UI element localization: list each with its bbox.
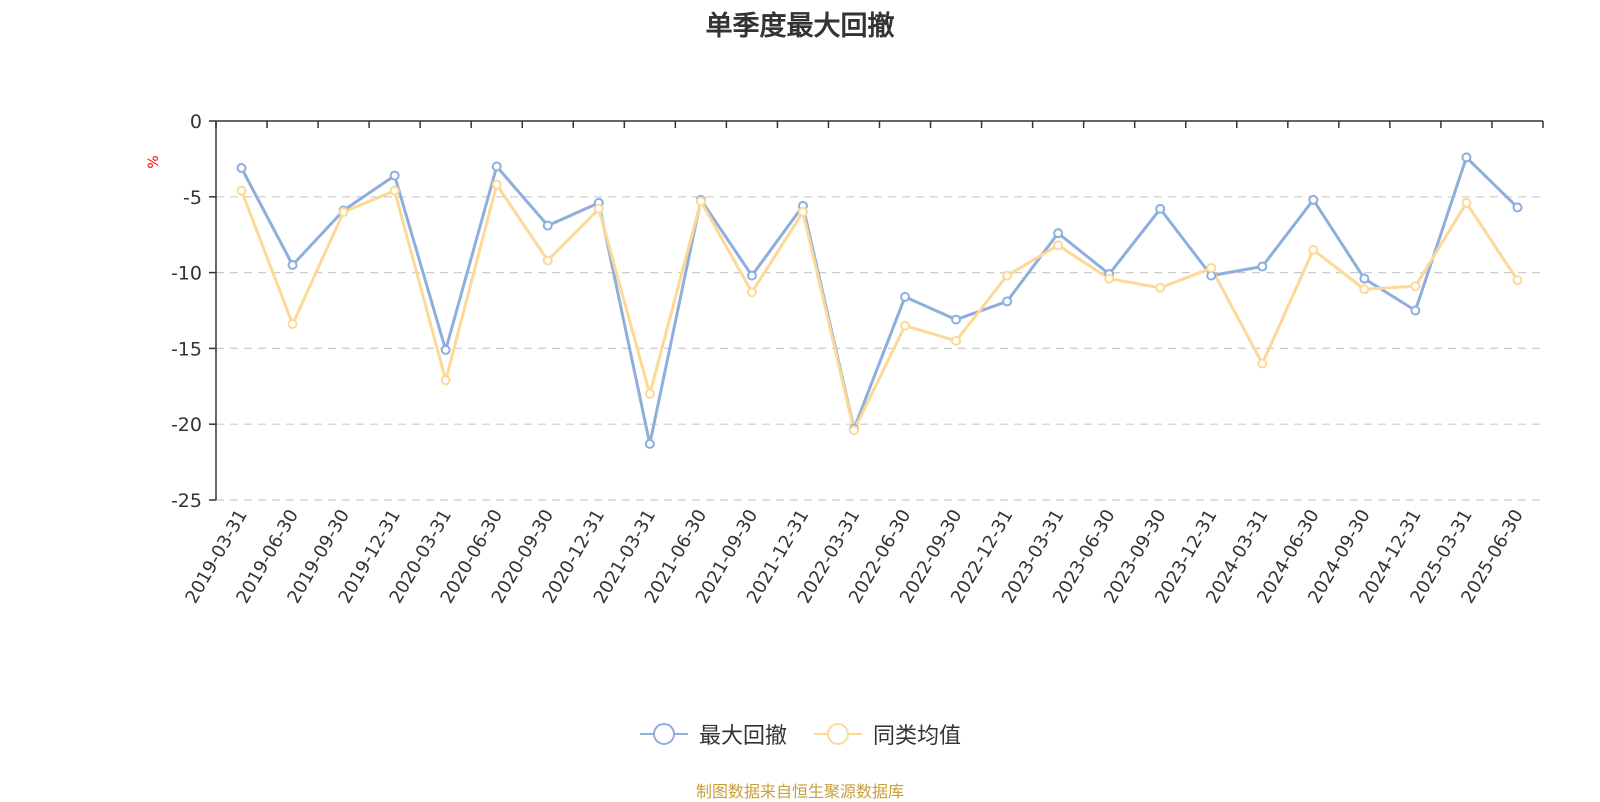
legend-item-1[interactable]: 同类均值	[813, 718, 961, 750]
y-tick-label: -20	[171, 414, 202, 436]
y-tick-label: -10	[171, 263, 202, 285]
data-point[interactable]	[1410, 281, 1421, 292]
data-point[interactable]	[746, 270, 757, 281]
data-point[interactable]	[695, 196, 706, 207]
legend: 最大回撤 同类均值	[0, 718, 1600, 750]
data-point[interactable]	[1410, 305, 1421, 316]
data-point[interactable]	[1461, 197, 1472, 208]
data-point[interactable]	[1257, 261, 1268, 272]
data-point[interactable]	[1359, 284, 1370, 295]
data-point[interactable]	[1002, 296, 1013, 307]
data-point[interactable]	[951, 335, 962, 346]
data-point[interactable]	[1461, 152, 1472, 163]
source-note: 制图数据来自恒生聚源数据库	[695, 782, 904, 801]
data-point[interactable]	[644, 388, 655, 399]
legend-marker-icon	[814, 723, 862, 745]
legend-item-0[interactable]: 最大回撤	[639, 718, 787, 750]
data-point[interactable]	[1512, 275, 1523, 286]
data-point[interactable]	[338, 206, 349, 217]
legend-label: 最大回撤	[698, 724, 787, 749]
data-point[interactable]	[797, 206, 808, 217]
data-point[interactable]	[236, 162, 247, 173]
data-point[interactable]	[593, 203, 604, 214]
data-point[interactable]	[951, 314, 962, 325]
axis-layer: 0-5-10-15-20-25%2019-03-312019-06-302019…	[146, 111, 1544, 607]
data-point[interactable]	[1155, 282, 1166, 293]
y-tick-label: -15	[171, 338, 202, 360]
y-tick-label: -5	[183, 187, 202, 209]
data-point[interactable]	[287, 260, 298, 271]
data-point[interactable]	[542, 255, 553, 266]
data-point[interactable]	[440, 344, 451, 355]
data-point[interactable]	[1206, 263, 1217, 274]
data-point[interactable]	[491, 179, 502, 190]
series-layer	[236, 152, 1523, 449]
data-point[interactable]	[900, 320, 911, 331]
series-line-0	[240, 155, 1519, 446]
data-point[interactable]	[542, 220, 553, 231]
y-tick-label: -25	[171, 490, 202, 512]
data-point[interactable]	[1002, 270, 1013, 281]
data-point[interactable]	[389, 185, 400, 196]
data-point[interactable]	[287, 319, 298, 330]
data-point[interactable]	[1155, 203, 1166, 214]
data-point[interactable]	[1053, 240, 1064, 251]
data-point[interactable]	[389, 170, 400, 181]
y-tick-label: 0	[190, 111, 202, 133]
data-point[interactable]	[746, 287, 757, 298]
legend-label: 同类均值	[873, 724, 962, 749]
data-point[interactable]	[1512, 202, 1523, 213]
data-point[interactable]	[1308, 244, 1319, 255]
series-line-1	[240, 183, 1519, 432]
data-point[interactable]	[1308, 194, 1319, 205]
legend-marker-icon	[639, 723, 688, 745]
grid-layer	[216, 196, 1543, 501]
data-point[interactable]	[1053, 228, 1064, 239]
data-point[interactable]	[1257, 358, 1268, 369]
data-point[interactable]	[440, 375, 451, 386]
data-point[interactable]	[644, 438, 655, 449]
data-point[interactable]	[848, 425, 859, 436]
chart-title: 单季度最大回撤	[705, 11, 895, 42]
chart-plot: 0-5-10-15-20-25%2019-03-312019-06-302019…	[146, 111, 1544, 607]
y-axis-label: %	[146, 155, 162, 168]
data-point[interactable]	[900, 291, 911, 302]
data-point[interactable]	[236, 185, 247, 196]
data-point[interactable]	[491, 161, 502, 172]
data-point[interactable]	[1359, 273, 1370, 284]
data-point[interactable]	[1104, 273, 1115, 284]
